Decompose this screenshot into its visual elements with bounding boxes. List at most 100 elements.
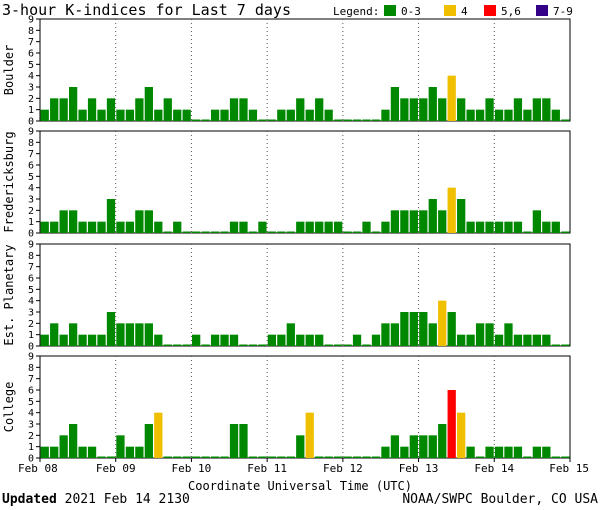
k-index-bar bbox=[68, 87, 78, 121]
y-tick-label: 6 bbox=[28, 49, 34, 60]
k-index-bar bbox=[315, 98, 324, 121]
legend-item-label: 0-3 bbox=[401, 5, 421, 18]
k-index-bar bbox=[315, 221, 324, 233]
legend-swatch bbox=[384, 5, 396, 16]
k-index-bar bbox=[333, 344, 343, 346]
k-index-bar bbox=[40, 446, 49, 458]
k-index-bar bbox=[542, 446, 551, 458]
k-index-bar bbox=[551, 344, 560, 346]
y-tick-label: 9 bbox=[28, 127, 34, 138]
k-index-bar bbox=[135, 446, 144, 458]
k-index-bar bbox=[277, 109, 286, 121]
k-index-bar bbox=[40, 109, 49, 121]
k-index-bar bbox=[419, 312, 428, 346]
x-tick-label: Feb 15 bbox=[549, 462, 589, 475]
k-index-bar bbox=[523, 231, 532, 233]
k-index-bar bbox=[333, 456, 343, 458]
k-index-bar bbox=[457, 98, 466, 121]
k-index-bar bbox=[50, 221, 59, 233]
k-index-bar bbox=[400, 210, 409, 233]
k-index-bar bbox=[210, 456, 220, 458]
k-index-bar bbox=[220, 334, 229, 346]
k-index-bar bbox=[78, 446, 87, 458]
k-index-bar bbox=[485, 323, 494, 346]
panel-label: College bbox=[2, 382, 16, 433]
k-index-bar bbox=[523, 456, 532, 458]
k-index-bar bbox=[78, 109, 87, 121]
y-tick-label: 5 bbox=[28, 397, 34, 408]
k-index-bar bbox=[475, 456, 485, 458]
k-index-bar bbox=[513, 334, 523, 346]
panel-label: Est. Planetary bbox=[2, 244, 16, 345]
k-index-bar bbox=[87, 221, 97, 233]
k-index-bar bbox=[400, 446, 409, 458]
k-index-bar bbox=[523, 109, 532, 121]
k-index-bar bbox=[561, 119, 570, 121]
y-tick-label: 7 bbox=[28, 37, 34, 48]
k-index-bar bbox=[324, 221, 333, 233]
k-index-bar bbox=[532, 98, 542, 121]
k-index-bar bbox=[163, 456, 172, 458]
k-index-bar bbox=[68, 323, 78, 346]
y-tick-label: 0 bbox=[28, 117, 34, 128]
k-index-bar bbox=[277, 231, 286, 233]
k-index-bar bbox=[192, 119, 201, 121]
k-index-bar bbox=[428, 435, 437, 458]
k-index-bar bbox=[305, 221, 314, 233]
k-index-bar bbox=[229, 334, 239, 346]
k-index-bar bbox=[333, 221, 343, 233]
legend-label: Legend: bbox=[333, 5, 379, 18]
y-tick-label: 5 bbox=[28, 285, 34, 296]
footer-updated: Updated 2021 Feb 14 2130 bbox=[2, 492, 190, 507]
k-index-bar bbox=[68, 210, 78, 233]
k-index-bar bbox=[428, 199, 437, 233]
k-index-bar bbox=[59, 98, 68, 121]
k-index-bar bbox=[125, 323, 135, 346]
k-index-bar bbox=[504, 446, 513, 458]
x-tick-label: Feb 13 bbox=[399, 462, 439, 475]
k-index-bar bbox=[324, 344, 333, 346]
k-index-bar bbox=[286, 231, 295, 233]
k-index-bar bbox=[352, 334, 362, 346]
y-tick-label: 6 bbox=[28, 274, 34, 285]
k-index-bar bbox=[106, 456, 116, 458]
k-index-bar bbox=[362, 456, 371, 458]
k-index-bar bbox=[296, 221, 305, 233]
k-index-bar bbox=[409, 98, 418, 121]
k-index-bar bbox=[182, 344, 191, 346]
panel-label: Fredericksburg bbox=[2, 131, 16, 232]
k-index-bar bbox=[296, 98, 305, 121]
k-index-bar bbox=[343, 456, 352, 458]
k-index-bar bbox=[390, 323, 400, 346]
k-index-bar bbox=[50, 98, 59, 121]
y-tick-label: 4 bbox=[28, 71, 34, 82]
k-index-bar bbox=[97, 221, 106, 233]
y-tick-label: 0 bbox=[28, 454, 34, 465]
k-index-bar bbox=[390, 87, 400, 121]
y-tick-label: 9 bbox=[28, 240, 34, 251]
k-index-bar bbox=[220, 456, 229, 458]
k-index-bar bbox=[438, 98, 447, 121]
k-index-bar bbox=[494, 334, 504, 346]
y-tick-label: 5 bbox=[28, 172, 34, 183]
y-tick-label: 4 bbox=[28, 296, 34, 307]
k-index-bar bbox=[419, 98, 428, 121]
legend-swatch bbox=[484, 5, 496, 16]
k-index-bar bbox=[135, 323, 144, 346]
k-index-bar bbox=[144, 210, 153, 233]
y-tick-label: 4 bbox=[28, 408, 34, 419]
k-index-bar bbox=[286, 456, 295, 458]
y-tick-label: 1 bbox=[28, 330, 34, 341]
k-index-bar bbox=[154, 412, 163, 458]
k-index-bar bbox=[154, 221, 163, 233]
k-index-bar bbox=[419, 435, 428, 458]
k-index-bar bbox=[428, 87, 437, 121]
k-index-bar bbox=[78, 221, 87, 233]
y-tick-label: 5 bbox=[28, 60, 34, 71]
chart-title: 3-hour K-indices for Last 7 days bbox=[2, 1, 291, 19]
k-index-bar bbox=[125, 109, 135, 121]
k-index-bar bbox=[78, 334, 87, 346]
k-index-bar bbox=[400, 312, 409, 346]
k-index-bar bbox=[362, 221, 371, 233]
